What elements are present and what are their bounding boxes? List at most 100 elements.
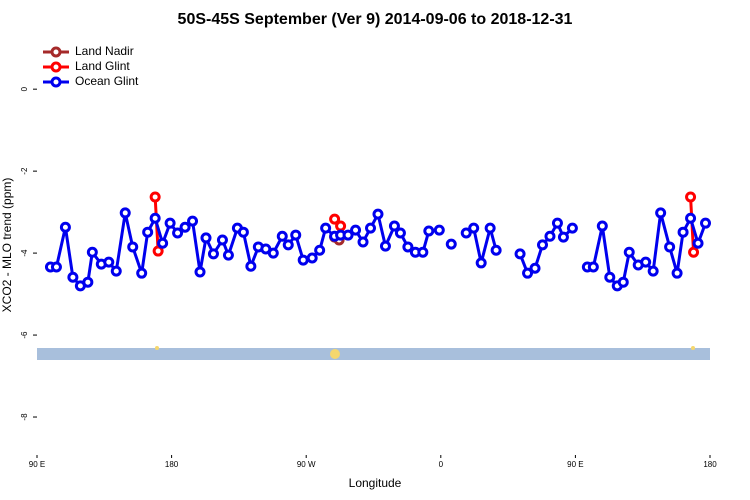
- data-point: [685, 212, 697, 224]
- x-tick-label: 180: [165, 460, 179, 469]
- legend-marker: [50, 61, 62, 73]
- data-point: [484, 222, 496, 234]
- data-point: [157, 237, 169, 249]
- data-point: [245, 260, 257, 272]
- data-point: [433, 224, 445, 236]
- data-point: [306, 252, 318, 264]
- data-point: [103, 256, 115, 268]
- x-tick-label: 180: [703, 460, 717, 469]
- data-point: [379, 240, 391, 252]
- data-point: [468, 222, 480, 234]
- data-point: [557, 231, 569, 243]
- x-tick-label: 0: [439, 460, 444, 469]
- data-point: [617, 276, 629, 288]
- data-point: [335, 220, 347, 232]
- data-point: [688, 246, 700, 258]
- data-point: [544, 230, 556, 242]
- legend-label: Land Glint: [75, 59, 130, 73]
- data-point: [357, 236, 369, 248]
- data-point: [194, 266, 206, 278]
- data-point: [127, 241, 139, 253]
- chart-title: 50S-45S September (Ver 9) 2014-09-06 to …: [178, 11, 573, 28]
- legend-label: Ocean Glint: [75, 74, 139, 88]
- x-tick-label: 90 E: [29, 460, 45, 469]
- band-marker: [155, 346, 159, 350]
- data-point: [290, 229, 302, 241]
- data-point: [671, 267, 683, 279]
- data-point: [640, 256, 652, 268]
- legend-marker: [50, 46, 62, 58]
- data-point: [267, 247, 279, 259]
- data-point: [187, 215, 199, 227]
- data-point: [179, 221, 191, 233]
- data-point: [149, 191, 161, 203]
- data-point: [216, 234, 228, 246]
- data-point: [536, 239, 548, 251]
- data-point: [655, 207, 667, 219]
- data-point: [329, 213, 341, 225]
- x-tick-label: 90 W: [297, 460, 316, 469]
- data-point: [314, 244, 326, 256]
- data-point: [110, 265, 122, 277]
- y-tick-label: -8: [20, 413, 29, 421]
- legend-label: Land Nadir: [75, 44, 134, 58]
- legend-marker: [50, 76, 62, 88]
- data-point: [402, 241, 414, 253]
- data-point: [67, 271, 79, 283]
- data-point: [685, 191, 697, 203]
- y-tick-label: -4: [20, 249, 29, 257]
- data-point: [664, 241, 676, 253]
- data-point: [342, 229, 354, 241]
- data-point: [297, 254, 309, 266]
- data-point: [282, 239, 294, 251]
- data-point: [566, 222, 578, 234]
- y-axis-label: XCO2 - MLO trend (ppm): [0, 178, 14, 313]
- data-point: [692, 237, 704, 249]
- data-point: [490, 244, 502, 256]
- data-point: [394, 227, 406, 239]
- data-point: [50, 261, 62, 273]
- data-point: [700, 217, 712, 229]
- x-tick-label: 90 E: [567, 460, 583, 469]
- x-axis-label: Longitude: [349, 476, 402, 490]
- data-point: [647, 265, 659, 277]
- data-point: [207, 248, 219, 260]
- data-point: [200, 232, 212, 244]
- data-point: [445, 238, 457, 250]
- data-point: [551, 217, 563, 229]
- data-point: [237, 226, 249, 238]
- data-point: [529, 262, 541, 274]
- data-point: [152, 245, 164, 257]
- surface-band: [37, 348, 710, 360]
- data-point: [82, 276, 94, 288]
- data-point: [522, 267, 534, 279]
- data-point: [222, 249, 234, 261]
- data-point: [677, 226, 689, 238]
- data-point: [388, 220, 400, 232]
- data-point: [372, 208, 384, 220]
- data-point: [86, 246, 98, 258]
- data-point: [320, 222, 332, 234]
- y-tick-label: -2: [20, 167, 29, 175]
- data-point: [350, 224, 362, 236]
- data-point: [365, 222, 377, 234]
- data-point: [119, 207, 131, 219]
- data-point: [423, 225, 435, 237]
- data-point: [136, 267, 148, 279]
- band-marker: [330, 349, 340, 359]
- data-point: [59, 221, 71, 233]
- data-point: [623, 246, 635, 258]
- data-point: [596, 220, 608, 232]
- data-point: [604, 271, 616, 283]
- data-point: [276, 230, 288, 242]
- data-point: [587, 261, 599, 273]
- data-point: [149, 212, 161, 224]
- data-point: [172, 227, 184, 239]
- y-tick-label: -6: [20, 331, 29, 339]
- data-point: [417, 246, 429, 258]
- data-point: [142, 226, 154, 238]
- data-point: [460, 227, 472, 239]
- data-point: [514, 248, 526, 260]
- band-marker: [691, 346, 695, 350]
